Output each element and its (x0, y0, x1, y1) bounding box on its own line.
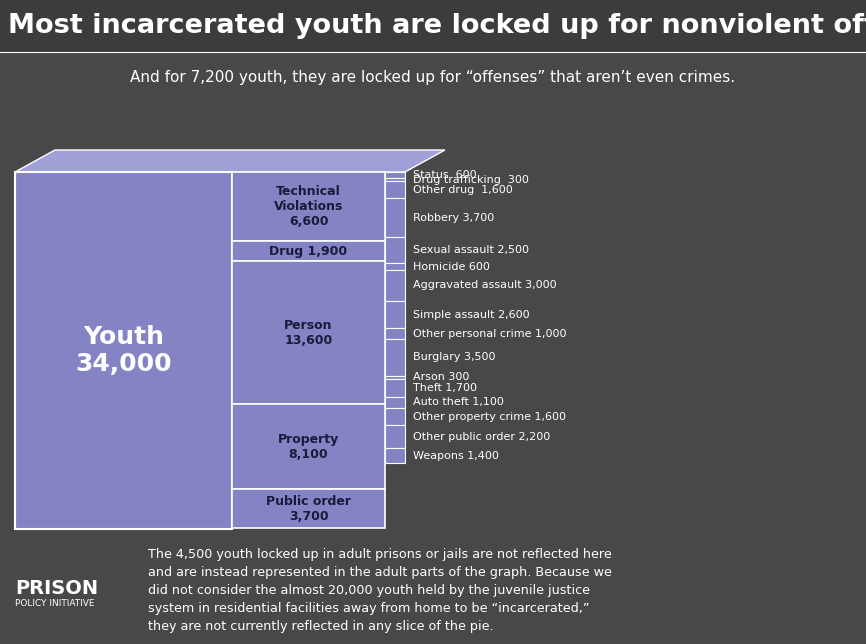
Text: Homicide 600: Homicide 600 (413, 261, 490, 272)
Text: Drug trafficking  300: Drug trafficking 300 (413, 175, 529, 185)
Text: PRISON: PRISON (15, 580, 98, 598)
Text: Public order
3,700: Public order 3,700 (266, 495, 351, 522)
Polygon shape (385, 172, 405, 178)
Polygon shape (232, 261, 385, 404)
Text: Most incarcerated youth are locked up for nonviolent offenses: Most incarcerated youth are locked up fo… (8, 13, 866, 39)
Polygon shape (232, 489, 385, 528)
Text: Technical
Violations
6,600: Technical Violations 6,600 (274, 185, 343, 228)
Text: Other drug  1,600: Other drug 1,600 (413, 185, 513, 195)
Polygon shape (232, 404, 385, 489)
Text: POLICY INITIATIVE: POLICY INITIATIVE (15, 598, 94, 607)
Text: Other public order 2,200: Other public order 2,200 (413, 431, 550, 442)
Text: Arson 300: Arson 300 (413, 372, 469, 383)
Text: The 4,500 youth locked up in adult prisons or jails are not reflected here: The 4,500 youth locked up in adult priso… (148, 548, 611, 561)
Text: and are instead represented in the adult parts of the graph. Because we: and are instead represented in the adult… (148, 566, 612, 579)
FancyBboxPatch shape (0, 0, 866, 52)
Polygon shape (385, 198, 405, 237)
Text: Person
13,600: Person 13,600 (284, 319, 333, 346)
Polygon shape (385, 237, 405, 263)
Polygon shape (15, 150, 445, 172)
Polygon shape (385, 425, 405, 448)
Text: And for 7,200 youth, they are locked up for “offenses” that aren’t even crimes.: And for 7,200 youth, they are locked up … (131, 70, 735, 84)
Text: Drug 1,900: Drug 1,900 (269, 245, 347, 258)
Text: Simple assault 2,600: Simple assault 2,600 (413, 310, 530, 320)
Polygon shape (385, 448, 405, 463)
Text: Other property crime 1,600: Other property crime 1,600 (413, 412, 566, 422)
Polygon shape (232, 242, 385, 261)
Text: did not consider the almost 20,000 youth held by the juvenile justice: did not consider the almost 20,000 youth… (148, 584, 590, 597)
Text: Auto theft 1,100: Auto theft 1,100 (413, 397, 504, 408)
Polygon shape (385, 182, 405, 198)
Text: Other personal crime 1,000: Other personal crime 1,000 (413, 328, 566, 339)
Text: system in residential facilities away from home to be “incarcerated,”: system in residential facilities away fr… (148, 602, 590, 615)
Text: they are not currently reflected in any slice of the pie.: they are not currently reflected in any … (148, 620, 494, 633)
Polygon shape (385, 328, 405, 339)
Polygon shape (232, 172, 385, 242)
Polygon shape (385, 270, 405, 301)
Polygon shape (15, 172, 232, 529)
Polygon shape (385, 178, 405, 182)
Text: Status  600: Status 600 (413, 170, 476, 180)
Text: Weapons 1,400: Weapons 1,400 (413, 451, 499, 460)
Polygon shape (385, 397, 405, 408)
Text: Sexual assault 2,500: Sexual assault 2,500 (413, 245, 529, 255)
Polygon shape (385, 375, 405, 379)
Polygon shape (385, 263, 405, 270)
Text: Burglary 3,500: Burglary 3,500 (413, 352, 495, 363)
Text: Theft 1,700: Theft 1,700 (413, 383, 477, 393)
Polygon shape (385, 301, 405, 328)
Text: Robbery 3,700: Robbery 3,700 (413, 213, 494, 223)
Text: Youth
34,000: Youth 34,000 (75, 325, 171, 376)
Polygon shape (385, 408, 405, 425)
Polygon shape (385, 339, 405, 375)
Text: Aggravated assault 3,000: Aggravated assault 3,000 (413, 280, 557, 290)
Text: Property
8,100: Property 8,100 (278, 433, 339, 460)
Polygon shape (385, 379, 405, 397)
